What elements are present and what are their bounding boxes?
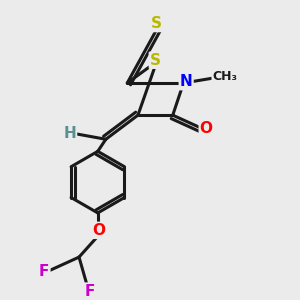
Text: H: H — [63, 126, 76, 141]
Text: CH₃: CH₃ — [212, 70, 238, 83]
Text: O: O — [93, 223, 106, 238]
Text: S: S — [151, 16, 162, 31]
Text: F: F — [85, 284, 95, 298]
Text: S: S — [150, 53, 161, 68]
Text: N: N — [180, 74, 193, 89]
Text: F: F — [39, 264, 50, 279]
Text: O: O — [200, 121, 213, 136]
